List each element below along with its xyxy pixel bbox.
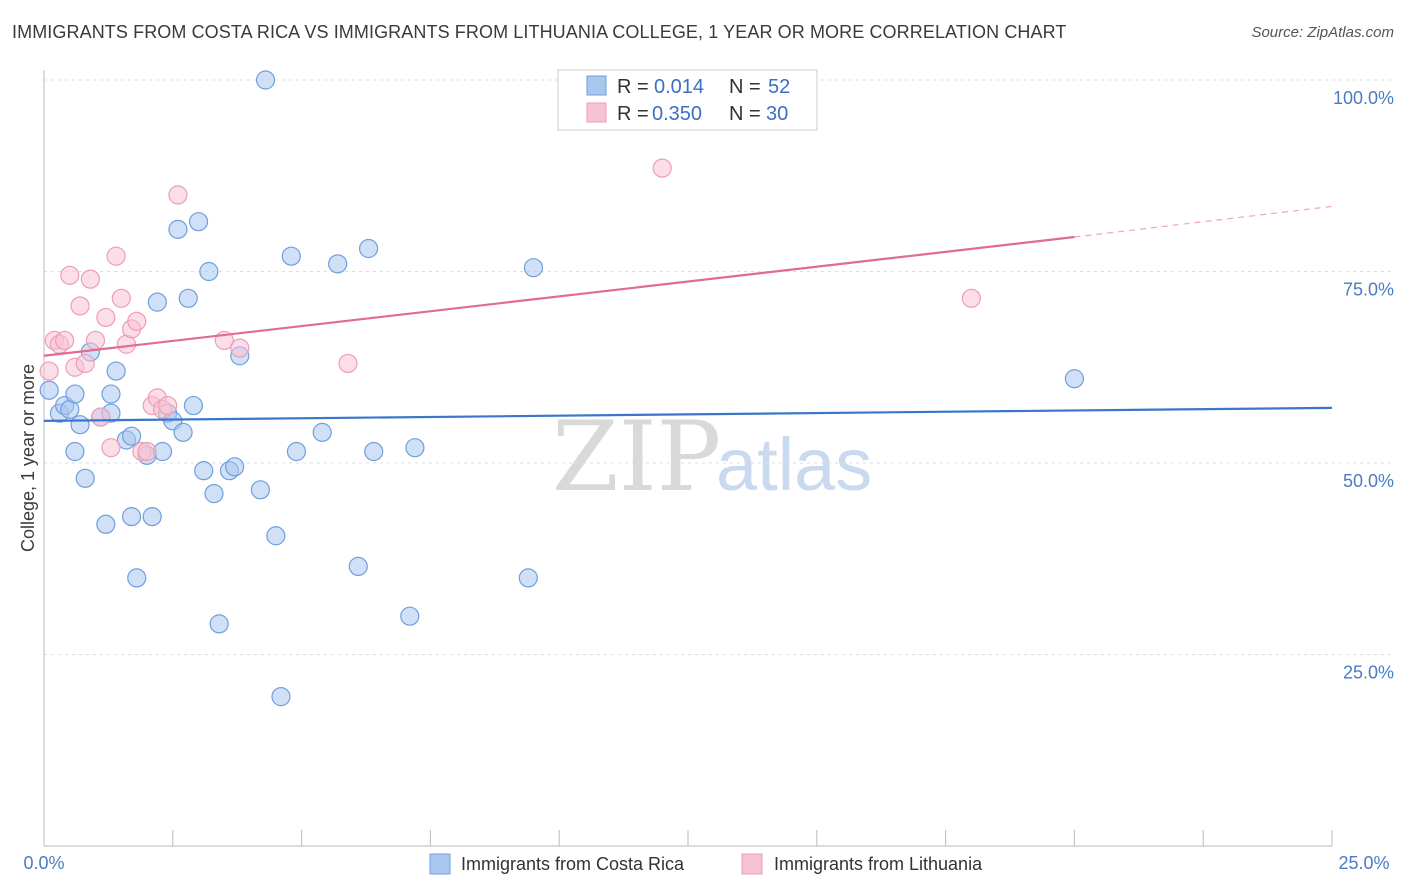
watermark-zip: ZIP <box>552 401 721 513</box>
point-0-29 <box>194 461 214 481</box>
point-1-23 <box>158 395 178 416</box>
legend-swatch-costa-rica <box>586 75 607 96</box>
point-1-26 <box>230 338 250 358</box>
point-1-3 <box>55 330 75 351</box>
point-0-43 <box>328 254 348 274</box>
point-0-46 <box>364 441 384 462</box>
point-0-28 <box>188 212 209 232</box>
point-0-48 <box>405 438 425 458</box>
point-1-7 <box>75 353 95 374</box>
legend-r-value-0: 0.014 <box>654 76 704 98</box>
trend-line-1 <box>43 235 1075 357</box>
point-1-19 <box>137 441 157 462</box>
point-1-11 <box>96 307 116 328</box>
point-0-6 <box>70 415 90 435</box>
legend-n-value-1: 30 <box>766 103 788 125</box>
point-0-37 <box>255 70 276 90</box>
point-0-30 <box>199 261 219 282</box>
point-0-42 <box>312 422 332 442</box>
legend-n-label-0: N = <box>729 76 761 98</box>
point-0-41 <box>286 441 307 462</box>
watermark-atlas: atlas <box>716 423 872 506</box>
point-0-36 <box>250 480 270 500</box>
y-tick-label-75: 75.0% <box>1343 280 1394 300</box>
trend-line-extension-1 <box>1074 205 1333 238</box>
point-1-4 <box>60 265 80 285</box>
point-0-27 <box>183 395 204 416</box>
trend-line-0 <box>43 406 1333 422</box>
grid-lines <box>44 79 1394 655</box>
trend-lines <box>43 205 1333 422</box>
bottom-legend-label-costa-rica: Immigrants from Costa Rica <box>461 854 685 874</box>
point-1-0 <box>39 361 59 381</box>
legend-n-value-0: 52 <box>768 76 790 98</box>
point-0-13 <box>106 361 126 381</box>
bottom-legend-swatch-lithuania <box>741 853 763 875</box>
point-1-8 <box>80 269 100 289</box>
point-0-31 <box>204 484 224 504</box>
series-lithuania-points <box>39 158 981 462</box>
point-1-10 <box>91 407 111 427</box>
bottom-legend: Immigrants from Costa Rica Immigrants fr… <box>429 853 983 875</box>
point-0-10 <box>96 514 116 534</box>
watermark: ZIP atlas <box>552 401 872 513</box>
chart-source: Source: ZipAtlas.com <box>1251 24 1394 41</box>
legend-swatch-lithuania <box>586 102 607 123</box>
legend-r-value-1: 0.350 <box>652 103 702 125</box>
y-tick-label-25: 25.0% <box>1343 663 1394 683</box>
x-tick-label-min: 0.0% <box>23 853 64 873</box>
point-1-13 <box>106 246 126 266</box>
point-0-34 <box>225 457 245 477</box>
point-0-5 <box>65 441 85 462</box>
legend-r-label-1: R = <box>617 103 649 125</box>
point-0-25 <box>173 422 193 442</box>
x-ticks <box>43 830 1333 846</box>
point-0-0 <box>39 380 59 400</box>
point-1-14 <box>111 288 131 308</box>
point-0-4 <box>65 384 85 404</box>
point-0-39 <box>271 687 291 707</box>
top-legend: R = 0.014 N = 52 R = 0.350 N = 30 <box>557 69 818 131</box>
y-tick-labels: 25.0% 50.0% 75.0% 100.0% <box>1333 88 1394 683</box>
point-0-38 <box>266 526 286 546</box>
point-0-26 <box>178 288 198 308</box>
point-1-27 <box>338 353 358 374</box>
legend-n-label-1: N = <box>729 103 761 125</box>
point-1-17 <box>127 311 147 331</box>
y-tick-label-100: 100.0% <box>1333 88 1394 108</box>
point-0-45 <box>358 238 379 259</box>
point-0-32 <box>209 614 229 634</box>
point-0-7 <box>75 468 95 488</box>
bottom-legend-swatch-costa-rica <box>429 853 451 875</box>
point-0-17 <box>127 568 147 588</box>
point-1-9 <box>85 330 106 351</box>
point-0-20 <box>147 292 167 312</box>
point-0-12 <box>101 384 121 404</box>
point-1-28 <box>652 158 672 178</box>
series-costa-rica-points <box>39 70 1085 707</box>
point-1-6 <box>70 296 90 316</box>
point-1-12 <box>101 438 121 458</box>
y-tick-label-50: 50.0% <box>1343 471 1394 491</box>
x-tick-label-max: 25.0% <box>1338 853 1389 873</box>
point-1-29 <box>961 288 981 308</box>
point-1-24 <box>168 185 188 205</box>
point-0-49 <box>518 568 538 588</box>
point-0-16 <box>121 507 142 527</box>
point-0-50 <box>523 258 544 278</box>
point-0-24 <box>168 219 188 239</box>
bottom-legend-label-lithuania: Immigrants from Lithuania <box>774 854 983 874</box>
point-0-44 <box>348 556 368 577</box>
point-0-15 <box>121 426 142 446</box>
y-axis-label: College, 1 year or more <box>18 364 38 552</box>
point-0-19 <box>142 507 162 527</box>
legend-r-label-0: R = <box>617 76 649 98</box>
point-0-40 <box>281 246 301 266</box>
chart-title: IMMIGRANTS FROM COSTA RICA VS IMMIGRANTS… <box>12 22 1067 42</box>
point-0-51 <box>1064 369 1085 389</box>
point-0-47 <box>400 606 420 626</box>
